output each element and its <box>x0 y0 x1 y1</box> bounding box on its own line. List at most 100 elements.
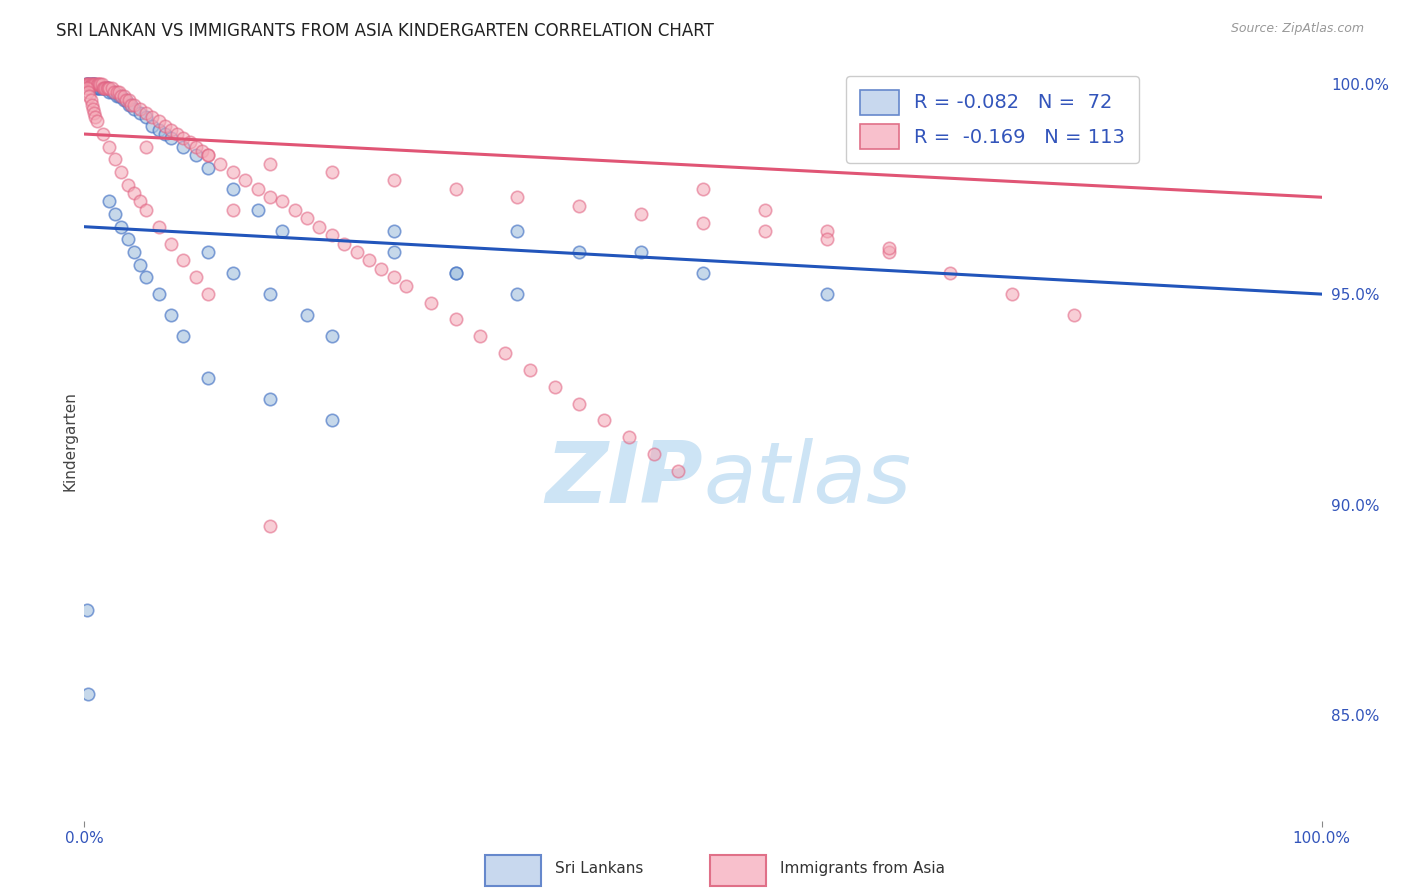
Point <box>93 80 115 95</box>
Point <box>815 224 838 238</box>
Point <box>321 165 343 179</box>
Point <box>94 80 117 95</box>
Point <box>222 165 245 179</box>
Point <box>76 77 98 91</box>
Point <box>76 77 98 91</box>
Point <box>444 312 467 326</box>
Point <box>90 77 112 91</box>
Point <box>568 199 591 213</box>
Point <box>104 153 127 167</box>
Point <box>98 139 121 153</box>
Point <box>179 136 201 150</box>
Point <box>246 202 269 217</box>
Point <box>89 80 111 95</box>
Point <box>184 139 207 153</box>
Point <box>80 77 103 91</box>
Point <box>444 266 467 280</box>
Point <box>1001 287 1024 301</box>
Point <box>543 380 565 394</box>
Point <box>90 80 112 95</box>
Point <box>135 110 157 124</box>
Point <box>295 308 318 322</box>
Point <box>77 687 100 701</box>
Point <box>444 266 467 280</box>
Point <box>135 139 157 153</box>
Point <box>108 89 131 103</box>
Point <box>117 178 139 192</box>
Point <box>141 110 163 124</box>
Point <box>148 219 170 234</box>
Point <box>153 127 176 141</box>
Point <box>75 77 97 91</box>
Point <box>506 287 529 301</box>
Point <box>135 270 157 285</box>
Point <box>395 278 418 293</box>
Point <box>129 102 152 116</box>
Point <box>506 224 529 238</box>
Point <box>110 165 132 179</box>
Point <box>103 85 125 99</box>
Point <box>754 202 776 217</box>
Point <box>877 245 900 260</box>
FancyBboxPatch shape <box>485 855 541 886</box>
Point <box>815 232 838 246</box>
Point <box>568 245 591 260</box>
Point <box>82 77 104 91</box>
Point <box>103 85 125 99</box>
Point <box>122 245 145 260</box>
Point <box>91 80 114 95</box>
Point <box>117 232 139 246</box>
Point <box>148 123 170 137</box>
Point <box>80 97 103 112</box>
Point <box>108 85 131 99</box>
Text: ZIP: ZIP <box>546 438 703 521</box>
Point <box>246 182 269 196</box>
Point <box>160 236 183 251</box>
Point <box>87 80 110 95</box>
Point <box>172 329 194 343</box>
Point <box>877 241 900 255</box>
Point <box>191 144 214 158</box>
Point <box>160 123 183 137</box>
Point <box>98 194 121 209</box>
Point <box>222 182 245 196</box>
Point <box>197 371 219 385</box>
Point <box>79 93 101 107</box>
FancyBboxPatch shape <box>710 855 766 886</box>
Point <box>815 287 838 301</box>
Point <box>94 80 117 95</box>
Point <box>166 127 188 141</box>
Point <box>83 77 105 91</box>
Point <box>79 77 101 91</box>
Point <box>129 194 152 209</box>
Point <box>135 106 157 120</box>
Point <box>105 85 128 99</box>
Point <box>79 89 101 103</box>
Point <box>259 518 281 533</box>
Point <box>98 80 121 95</box>
Point <box>122 102 145 116</box>
Point <box>96 80 118 95</box>
Y-axis label: Kindergarten: Kindergarten <box>62 392 77 491</box>
Point <box>86 77 108 91</box>
Point <box>295 211 318 226</box>
Point <box>494 346 516 360</box>
Point <box>112 89 135 103</box>
Point <box>271 224 294 238</box>
Point <box>197 161 219 175</box>
Point <box>382 224 405 238</box>
Point <box>209 156 232 170</box>
Point <box>321 228 343 243</box>
Point <box>100 85 122 99</box>
Point <box>630 207 652 221</box>
Point <box>284 202 307 217</box>
Legend: R = -0.082   N =  72, R =  -0.169   N = 113: R = -0.082 N = 72, R = -0.169 N = 113 <box>846 76 1139 163</box>
Point <box>77 77 100 91</box>
Point <box>382 173 405 187</box>
Point <box>197 148 219 162</box>
Point <box>141 119 163 133</box>
Point <box>87 77 110 91</box>
Point <box>160 131 183 145</box>
Point <box>172 139 194 153</box>
Point <box>118 97 141 112</box>
